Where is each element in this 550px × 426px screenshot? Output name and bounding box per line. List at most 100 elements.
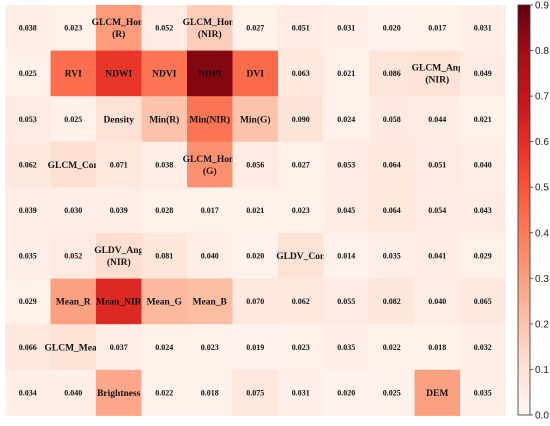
heatmap-cell-fill	[141, 5, 188, 52]
heatmap-cell: 0.038	[5, 5, 51, 52]
heatmap-cell: 0.090	[278, 96, 324, 143]
heatmap-cell: 0.045	[323, 187, 370, 234]
heatmap-cell-fill	[460, 278, 506, 325]
heatmap-cell-label: GLCM_Mean	[44, 343, 102, 353]
heatmap-cell-fill	[278, 187, 324, 234]
heatmap-cell-label: 0.039	[110, 206, 128, 215]
heatmap-cell: 0.062	[278, 278, 324, 325]
heatmap-cell: 0.054	[414, 187, 461, 234]
heatmap-cell: 0.035	[460, 369, 506, 416]
heatmap-cell-fill	[232, 96, 279, 143]
colorbar-gradient	[517, 4, 531, 416]
heatmap-cell-label: 0.038	[155, 160, 173, 169]
colorbar-tick-label: 0.4	[535, 228, 549, 239]
heatmap-cell: 0.081	[141, 233, 188, 280]
heatmap-cell-fill	[187, 141, 233, 188]
heatmap-cell: 0.039	[5, 187, 51, 234]
heatmap-cell-label: 0.023	[201, 343, 219, 352]
heatmap-cell: 0.028	[141, 187, 188, 234]
heatmap-cell-label: 0.023	[292, 343, 310, 352]
heatmap-cell-label: 0.040	[428, 297, 446, 306]
heatmap-cell-label: 0.037	[110, 343, 128, 352]
heatmap-cell-label: 0.017	[201, 206, 219, 215]
heatmap-cell-label: 0.020	[246, 252, 264, 261]
heatmap-cell: 0.024	[323, 96, 370, 143]
heatmap-cell-label: 0.035	[383, 252, 401, 261]
heatmap-cell-fill	[278, 50, 324, 97]
heatmap-cell: RVI	[50, 50, 97, 97]
heatmap-cell: NDVI	[141, 50, 188, 97]
heatmap-cell: 0.023	[187, 324, 233, 371]
heatmap-cell: 0.043	[460, 187, 506, 234]
heatmap-cell: 0.023	[278, 187, 324, 234]
heatmap-cell-label: 0.053	[337, 160, 355, 169]
heatmap-cell: 0.018	[414, 324, 461, 371]
heatmap-cell-label: Mean_G	[147, 298, 183, 308]
heatmap-cell-fill	[96, 96, 142, 143]
heatmap-cell-label: 0.030	[64, 206, 82, 215]
heatmap-cell-fill	[460, 50, 506, 97]
heatmap-cell: Mean_B	[187, 278, 233, 325]
heatmap-cell-label: 0.075	[246, 388, 264, 397]
heatmap-cell: 0.035	[323, 324, 370, 371]
heatmap-cell-label: Brightness	[97, 389, 141, 399]
heatmap-cell: 0.071	[96, 141, 142, 188]
heatmap-cell-label: GLCM_Hom (G)	[183, 155, 237, 177]
heatmap-cell-fill	[187, 278, 233, 325]
heatmap-cell-fill	[50, 278, 97, 325]
heatmap-cell-fill	[232, 278, 279, 325]
heatmap-cell: 0.031	[323, 5, 370, 52]
heatmap-cell: 0.044	[414, 96, 461, 143]
heatmap-cell-fill	[232, 324, 279, 371]
heatmap-cell-fill	[323, 278, 370, 325]
heatmap-cell-fill	[414, 233, 461, 280]
heatmap-cell: GLCM_Mean	[44, 324, 103, 371]
heatmap-cell: GLCM_Hom (NIR)	[183, 5, 237, 52]
heatmap-cell-fill	[5, 50, 51, 97]
heatmap-cell-label: 0.024	[337, 115, 355, 124]
heatmap-cell-label: 0.021	[337, 69, 355, 78]
heatmap-cell-fill	[278, 233, 324, 280]
heatmap-cell-fill	[323, 369, 370, 416]
heatmap-cell: 0.029	[5, 278, 51, 325]
heatmap-cell-fill	[232, 187, 279, 234]
heatmap-cell: 0.025	[369, 369, 415, 416]
heatmap-cell-fill	[323, 324, 370, 371]
heatmap-cell-label: 0.014	[337, 252, 355, 261]
heatmap-cell: 0.038	[141, 141, 188, 188]
heatmap-cell-fill	[232, 141, 279, 188]
heatmap-cell-label: 0.081	[155, 252, 173, 261]
heatmap-cell-fill	[232, 5, 279, 52]
heatmap-cell-label: 0.064	[383, 206, 401, 215]
heatmap-cell-label: 0.019	[246, 343, 264, 352]
heatmap-cell-label: 0.065	[474, 297, 492, 306]
heatmap-cell-fill	[323, 187, 370, 234]
heatmap-cell-label: 0.039	[19, 206, 37, 215]
colorbar-tick-label: 0.1	[535, 365, 549, 376]
heatmap-cell-label: 0.062	[19, 160, 37, 169]
heatmap-cell: 0.052	[50, 233, 97, 280]
heatmap-cell: 0.022	[369, 324, 415, 371]
heatmap-cell-label: 0.055	[337, 297, 355, 306]
heatmap-cell-label: 0.025	[383, 388, 401, 397]
heatmap-cell: Brightness	[96, 369, 142, 416]
heatmap-cell-label: 0.027	[246, 24, 264, 33]
heatmap-cell-fill	[96, 369, 142, 416]
heatmap-cell-label: 0.071	[110, 160, 128, 169]
heatmap-cell-fill	[96, 5, 142, 52]
heatmap-cell-label: GLDV_Con	[276, 252, 326, 262]
heatmap-cell-label: 0.082	[383, 297, 401, 306]
heatmap-cell-label: 0.031	[292, 388, 310, 397]
heatmap-cell-fill	[187, 96, 233, 143]
heatmap-cell-fill	[50, 5, 97, 52]
heatmap-cell: 0.065	[460, 278, 506, 325]
heatmap-cell-fill	[96, 278, 142, 325]
heatmap-cell: 0.053	[5, 96, 51, 143]
heatmap-cell-fill	[414, 278, 461, 325]
heatmap-cell-label: 0.025	[19, 69, 37, 78]
heatmap-cell-label: 0.020	[337, 388, 355, 397]
heatmap-cell-fill	[460, 369, 506, 416]
heatmap-cell-fill	[141, 96, 188, 143]
heatmap-cell: 0.025	[50, 96, 97, 143]
